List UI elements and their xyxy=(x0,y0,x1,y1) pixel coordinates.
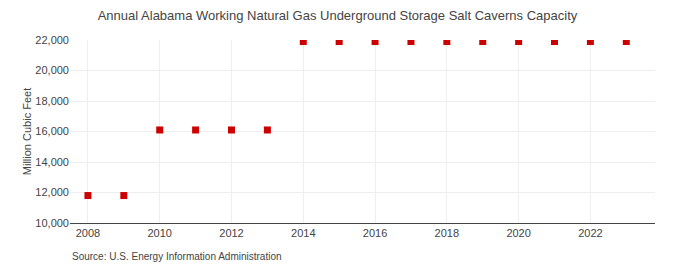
svg-text:Million Cubic Feet: Million Cubic Feet xyxy=(21,88,33,175)
svg-text:2008: 2008 xyxy=(76,227,100,239)
svg-text:2014: 2014 xyxy=(291,227,315,239)
svg-text:16,000: 16,000 xyxy=(35,125,69,137)
svg-text:12,000: 12,000 xyxy=(35,186,69,198)
svg-text:Source: U.S. Energy Informatio: Source: U.S. Energy Information Administ… xyxy=(72,251,282,262)
svg-text:2016: 2016 xyxy=(363,227,387,239)
svg-text:14,000: 14,000 xyxy=(35,156,69,168)
svg-text:22,000: 22,000 xyxy=(35,34,69,46)
svg-text:2020: 2020 xyxy=(506,227,530,239)
svg-text:2018: 2018 xyxy=(435,227,459,239)
svg-text:2010: 2010 xyxy=(147,227,171,239)
svg-text:2012: 2012 xyxy=(219,227,243,239)
svg-text:2022: 2022 xyxy=(578,227,602,239)
svg-text:18,000: 18,000 xyxy=(35,95,69,107)
svg-text:Annual Alabama Working Natural: Annual Alabama Working Natural Gas Under… xyxy=(98,8,578,23)
svg-text:20,000: 20,000 xyxy=(35,64,69,76)
svg-text:10,000: 10,000 xyxy=(35,217,69,229)
